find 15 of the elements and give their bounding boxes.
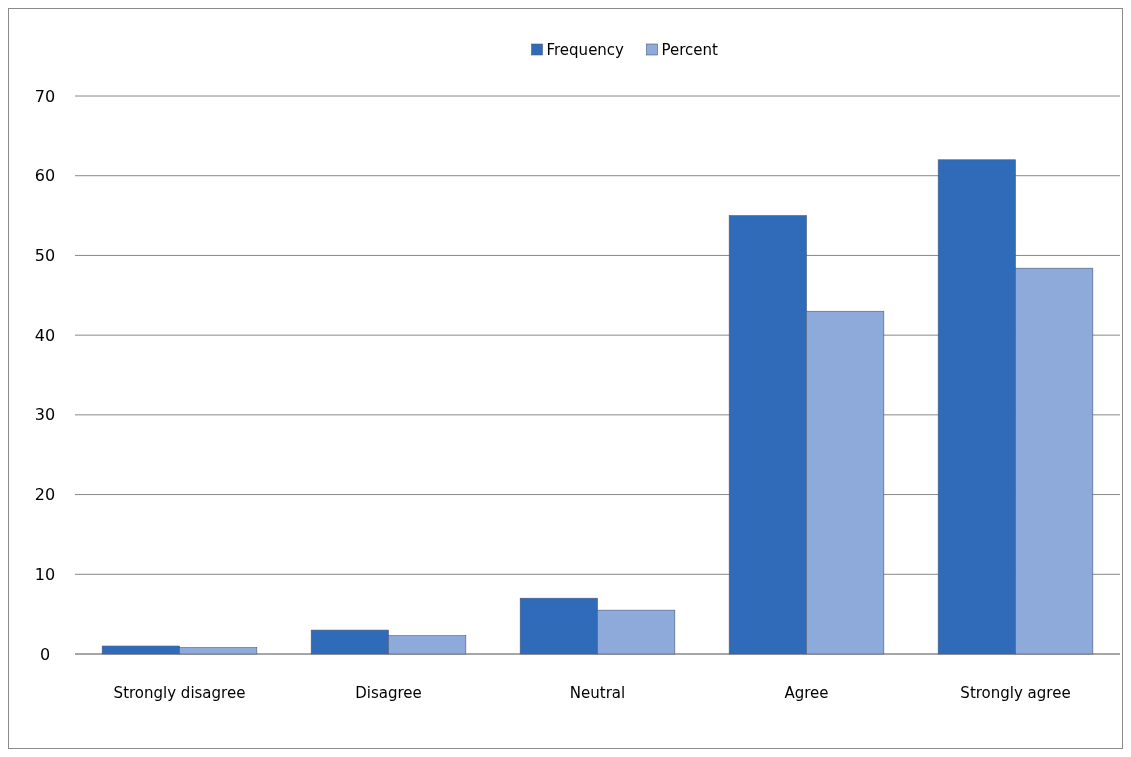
y-tick-label: 60 (34, 166, 56, 186)
x-tick-label: Strongly disagree (113, 684, 246, 702)
x-tick-label: Agree (784, 684, 829, 702)
x-tick-label: Strongly agree (960, 684, 1071, 702)
y-tick-label: 10 (34, 564, 56, 584)
y-tick-label: 30 (34, 405, 56, 425)
legend-label: Frequency (546, 41, 625, 60)
y-tick-label: 70 (34, 86, 56, 106)
x-tick-label: Disagree (355, 684, 422, 702)
x-tick-label: Neutral (569, 684, 626, 702)
y-tick-label: 0 (39, 644, 51, 664)
y-tick-label: 20 (34, 485, 56, 505)
legend-label: Percent (661, 41, 719, 60)
y-tick-label: 40 (34, 325, 56, 345)
y-tick-label: 50 (34, 246, 56, 266)
